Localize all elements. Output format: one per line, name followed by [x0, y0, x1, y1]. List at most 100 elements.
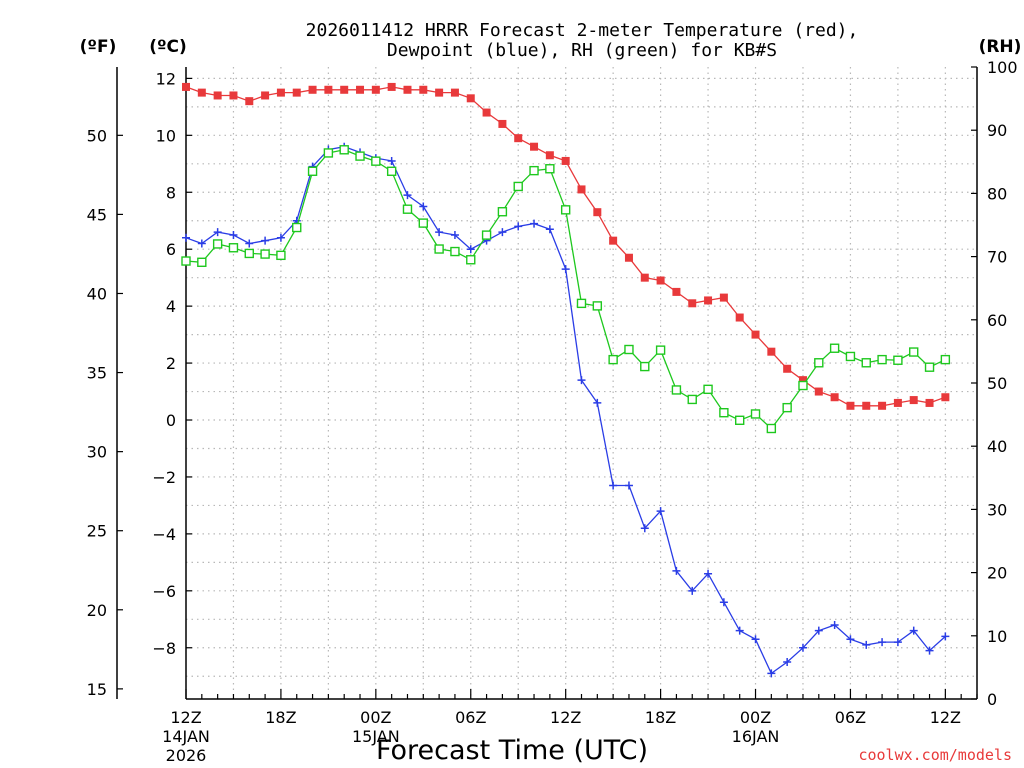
rh-point [909, 347, 919, 357]
rh-tick-label: 60 [987, 311, 1007, 330]
temp-point [830, 393, 839, 402]
fahrenheit-tick-label: 20 [87, 601, 107, 620]
fahrenheit-tick-label: 25 [87, 522, 107, 541]
dew-point [672, 566, 681, 575]
rh-point [276, 250, 286, 261]
rh-point [687, 394, 697, 405]
rh-point [750, 409, 761, 419]
rh-tick-label: 40 [987, 437, 1007, 456]
rh-point [323, 148, 334, 158]
dew-point [925, 646, 934, 655]
x-year-label: 2026 [166, 746, 207, 765]
temp-point [308, 85, 317, 94]
dew-point [751, 635, 760, 644]
dew-point [229, 230, 238, 239]
dew-point [656, 507, 665, 516]
dew-point [545, 225, 554, 234]
temp-point [909, 396, 918, 405]
rh-point [814, 358, 824, 368]
units-celsius-label: (ºC) [149, 37, 187, 57]
celsius-tick-label: 12 [156, 69, 176, 88]
dew-point [878, 638, 887, 647]
dew-point [893, 638, 902, 647]
rh-point [735, 415, 745, 425]
temp-point [387, 82, 396, 91]
rh-point [624, 344, 634, 355]
rh-point [861, 358, 871, 368]
rh-tick-label: 90 [987, 121, 1007, 140]
dew-point [719, 598, 728, 607]
dew-point [941, 632, 950, 641]
rh-point [371, 156, 381, 166]
rh-point [529, 165, 539, 176]
temp-point [245, 97, 254, 106]
temp-point [482, 108, 491, 117]
temp-point [814, 387, 823, 396]
rh-point [307, 166, 318, 176]
temp-point [213, 91, 222, 100]
dew-point [688, 586, 697, 595]
rh-tick-label: 20 [987, 564, 1007, 583]
x-tick-label: 00Z [740, 708, 771, 727]
temp-point [577, 185, 586, 194]
temp-point [545, 151, 554, 160]
rh-point [719, 408, 729, 418]
rh-tick-label: 0 [987, 690, 997, 709]
rh-point [292, 222, 302, 233]
x-date-label: 15JAN [352, 727, 400, 746]
temp-point [261, 91, 270, 100]
rh-point [434, 244, 444, 254]
rh-point [212, 239, 223, 249]
temp-point [624, 253, 633, 262]
dew-point [624, 481, 633, 490]
rh-tick-label: 10 [987, 627, 1007, 646]
temp-point [371, 85, 380, 94]
temp-point [893, 398, 902, 407]
rh-point [576, 298, 587, 309]
temp-point [324, 85, 333, 94]
temp-point [276, 88, 285, 97]
dew-point [814, 626, 823, 635]
temp-point [719, 293, 728, 302]
rh-point [893, 355, 903, 365]
temp-point [640, 273, 649, 282]
temp-point [450, 88, 459, 97]
fahrenheit-tick-label: 35 [87, 364, 107, 383]
data-series [181, 82, 951, 678]
temp-point [340, 85, 349, 94]
temp-point [419, 85, 428, 94]
rh-point [703, 384, 713, 395]
temp-point [182, 82, 190, 91]
dew-point [261, 236, 270, 245]
rh-point [766, 423, 777, 434]
temp-point [878, 401, 887, 410]
temp-point [197, 88, 206, 97]
rh-point [608, 354, 618, 365]
temp-point [435, 88, 444, 97]
temp-point [672, 287, 681, 296]
x-tick-label: 12Z [930, 708, 961, 727]
celsius-tick-label: 0 [166, 411, 176, 430]
dew-point [450, 230, 459, 239]
temp-point [498, 119, 507, 128]
rh-point [402, 204, 413, 214]
x-axis-label: Forecast Time (UTC) [376, 735, 648, 766]
dew-point [514, 222, 523, 231]
celsius-tick-label: 10 [156, 126, 176, 145]
dew-point [862, 640, 871, 649]
x-tick-label: 12Z [550, 708, 581, 727]
fahrenheit-tick-label: 15 [87, 680, 107, 699]
celsius-tick-label: −8 [152, 639, 176, 658]
temp-point [466, 94, 475, 103]
temp-point [783, 364, 792, 373]
x-tick-label: 06Z [835, 708, 866, 727]
rh-point [450, 246, 460, 257]
celsius-tick-label: 2 [166, 354, 176, 373]
temp-point [561, 156, 570, 165]
temp-point [593, 208, 602, 217]
rh-point [418, 218, 428, 228]
rh-point [640, 361, 650, 372]
rh-point [924, 362, 935, 372]
dew-point [530, 219, 539, 228]
dew-point [403, 191, 412, 200]
